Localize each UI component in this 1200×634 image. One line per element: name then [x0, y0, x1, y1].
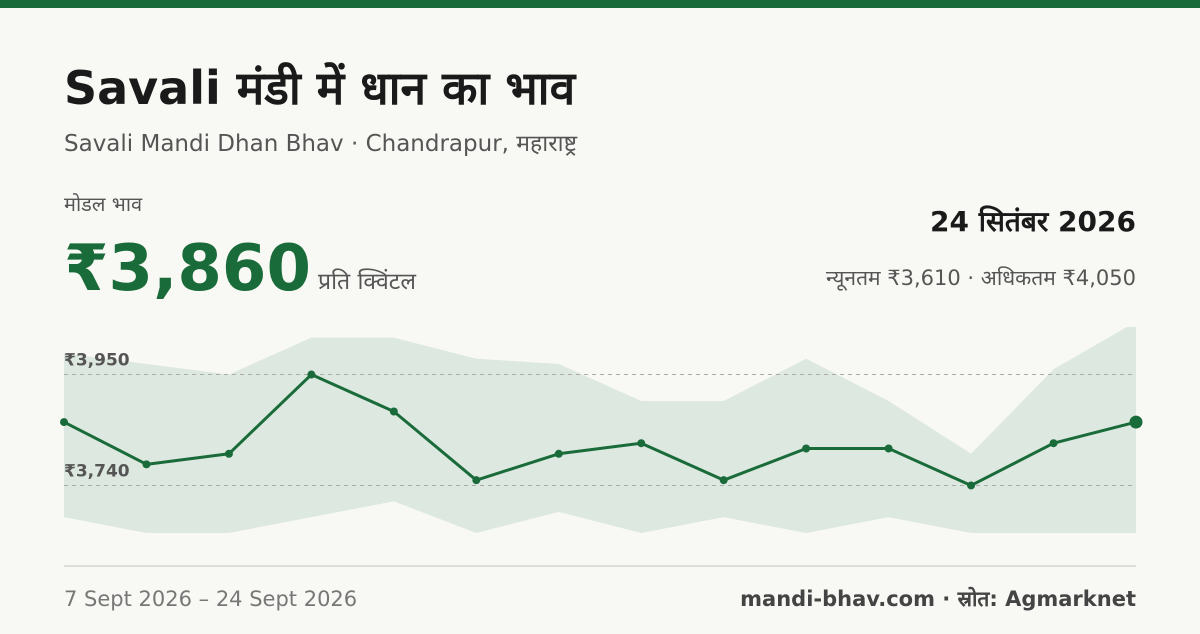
top-bar: [0, 0, 1200, 8]
point: [1049, 439, 1058, 448]
point: [224, 449, 233, 458]
plot: ₹3,740 ₹3,950: [60, 327, 1143, 533]
point: [142, 460, 151, 469]
date-range: 7 Sept 2026 – 24 Sept 2026: [64, 587, 357, 611]
title: Savali मंडी में धान का भाव: [64, 61, 577, 115]
range: न्यूनतम ₹3,610 · अधिकतम ₹4,050: [826, 266, 1136, 291]
point: [719, 476, 728, 485]
point: [884, 444, 893, 453]
date: 24 सितंबर 2026: [930, 205, 1136, 238]
price: ₹3,860: [64, 232, 311, 306]
point: [802, 444, 811, 453]
point: [472, 476, 481, 485]
subtitle: Savali Mandi Dhan Bhav · Chandrapur, महा…: [64, 131, 578, 157]
band-group: [64, 327, 1136, 533]
source: mandi-bhav.com · स्रोत: Agmarknet: [740, 586, 1136, 611]
point: [60, 418, 68, 427]
point: [967, 481, 976, 490]
point: [554, 449, 563, 458]
price-line: [63, 373, 1137, 487]
y-tick-label: ₹3,740: [64, 461, 130, 481]
point: [637, 439, 646, 448]
point: [389, 407, 398, 416]
y-tick-label: ₹3,950: [64, 351, 130, 371]
point: [1129, 415, 1143, 429]
range-band: [64, 327, 1136, 533]
price-label: मोडल भाव: [64, 192, 143, 216]
price-unit: प्रति क्विंटल: [318, 268, 416, 295]
point: [307, 370, 316, 379]
